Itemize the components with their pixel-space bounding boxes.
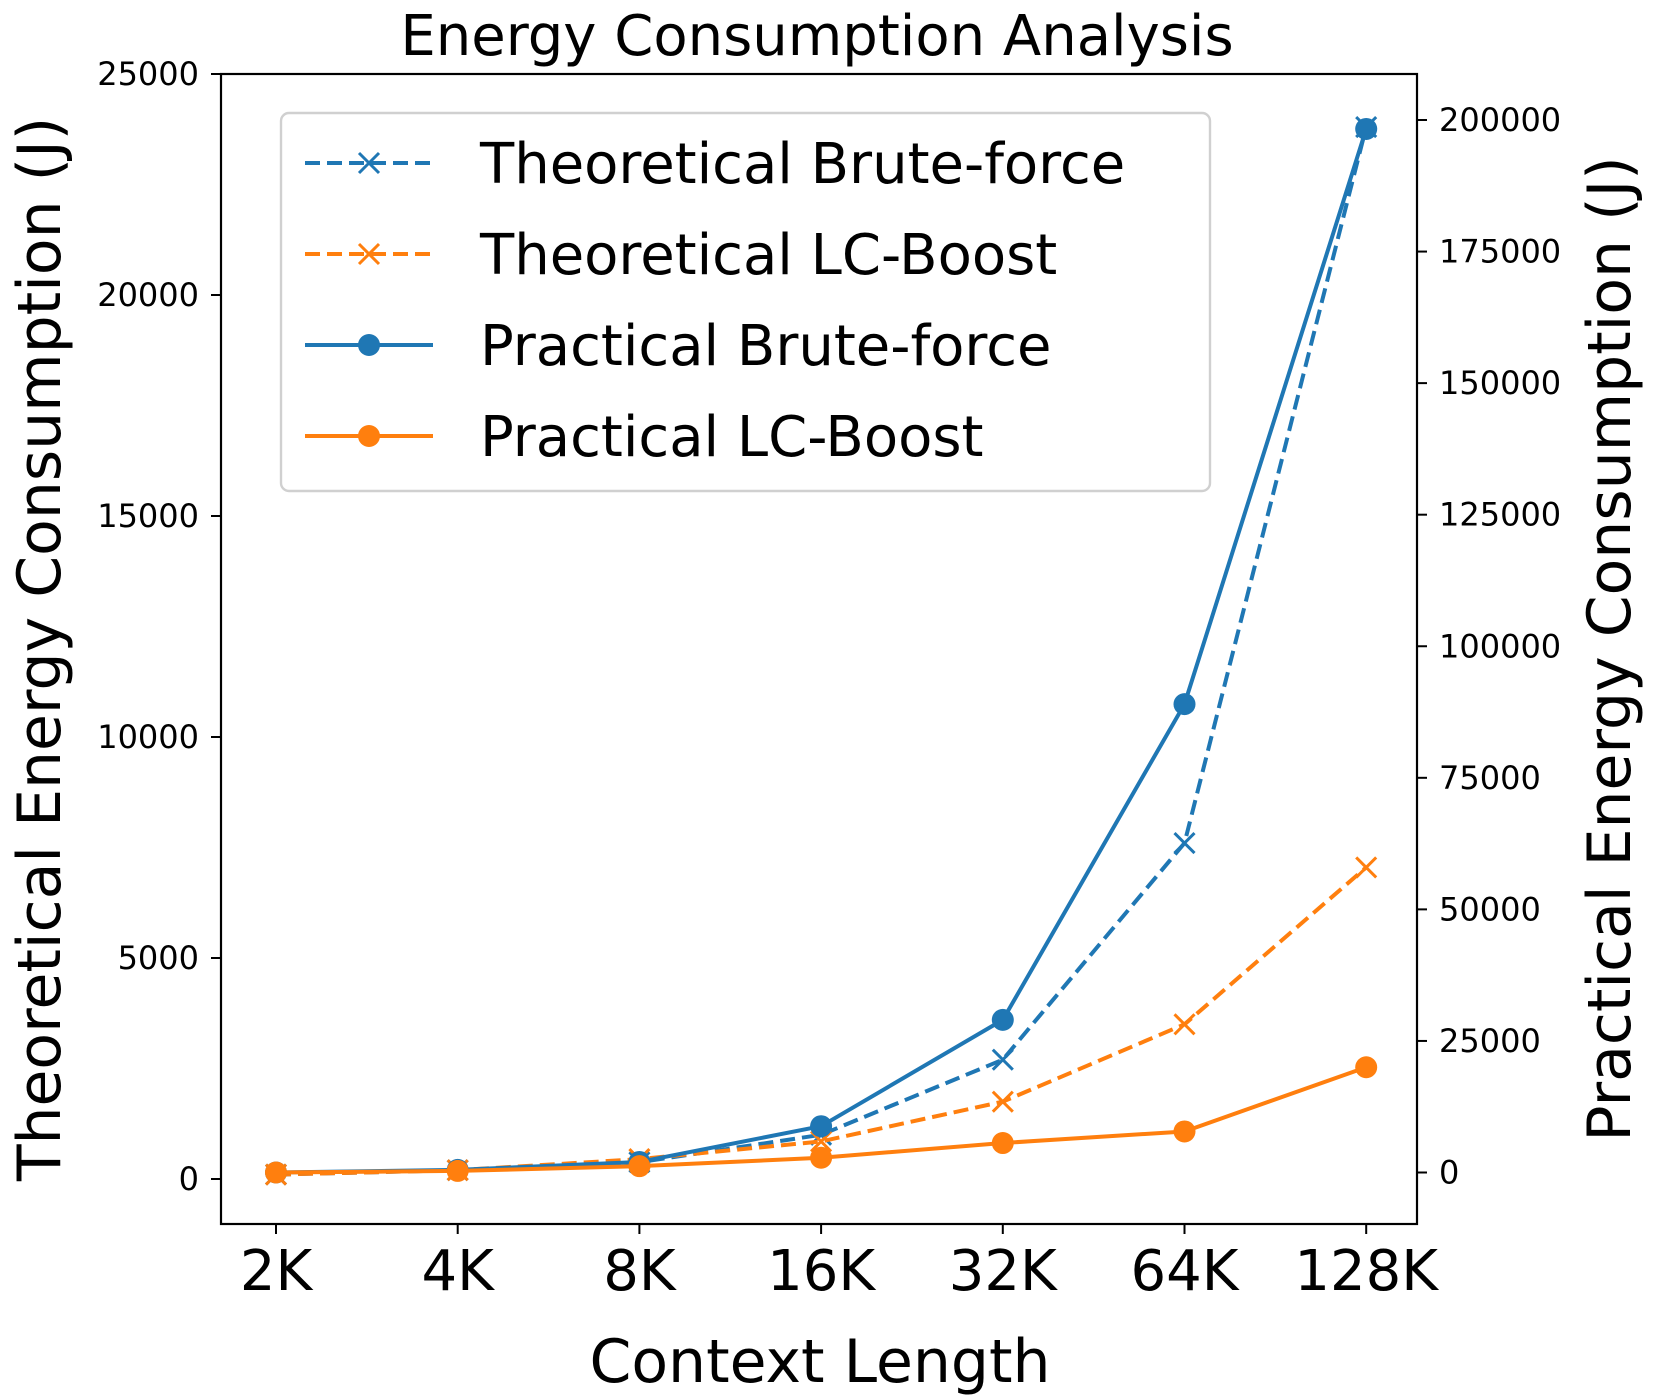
data-point: [446, 1159, 469, 1182]
x-tick-label: 2K: [240, 1239, 314, 1304]
data-point: [991, 1048, 1014, 1071]
legend-entry: Practical LC-Boost: [305, 405, 983, 470]
right-tick-label: 0: [1439, 1154, 1459, 1192]
right-tick-label: 175000: [1439, 233, 1561, 271]
x-tick-label: 64K: [1131, 1239, 1240, 1304]
data-point: [810, 1146, 833, 1169]
x-axis-label: Context Length: [589, 1327, 1050, 1397]
data-point: [810, 1115, 833, 1138]
legend-label: Practical Brute-force: [480, 314, 1051, 379]
right-tick-label: 100000: [1439, 627, 1561, 665]
data-point: [357, 242, 381, 266]
data-point: [1173, 693, 1196, 716]
data-point: [357, 151, 381, 175]
x-tick-label: 4K: [422, 1239, 496, 1304]
plot-frame: [219, 72, 1419, 1226]
legend-entry: Theoretical LC-Boost: [305, 223, 1057, 288]
x-tick-label: 128K: [1294, 1239, 1439, 1304]
data-point: [991, 1090, 1014, 1113]
data-point: [358, 425, 380, 447]
x-axis-ticks: 2K 4K 8K 16K 32K 64K 128K: [240, 1224, 1439, 1304]
legend-label: Practical LC-Boost: [480, 405, 983, 470]
legend: Theoretical Brute-force Theoretical LC-Bo…: [279, 111, 1212, 493]
data-point: [1355, 856, 1378, 879]
data-point: [1173, 1013, 1196, 1036]
data-point: [358, 334, 380, 356]
left-tick-label: 20000: [97, 276, 199, 314]
series-practical-lc-boost: [265, 1056, 1378, 1184]
legend-entry: Theoretical Brute-force: [305, 132, 1125, 197]
legend-label: Theoretical LC-Boost: [479, 223, 1057, 288]
right-tick-label: 150000: [1439, 364, 1561, 402]
left-tick-label: 10000: [97, 718, 199, 756]
x-tick-label: 32K: [949, 1239, 1058, 1304]
chart-title: Energy Consumption Analysis: [400, 4, 1233, 69]
series-layer: [264, 115, 1378, 1186]
right-tick-label: 200000: [1439, 101, 1561, 139]
right-tick-label: 75000: [1439, 759, 1541, 797]
data-point: [1173, 832, 1196, 855]
left-tick-label: 0: [179, 1160, 199, 1198]
data-point: [1355, 1056, 1378, 1079]
data-point: [991, 1008, 1014, 1031]
data-point: [991, 1132, 1014, 1155]
data-point: [1173, 1120, 1196, 1143]
data-point: [628, 1155, 651, 1178]
right-tick-label: 50000: [1439, 890, 1541, 928]
legend-box: [279, 111, 1212, 493]
right-tick-label: 125000: [1439, 496, 1561, 534]
x-tick-label: 16K: [767, 1239, 876, 1304]
right-axis-label: Practical Energy Consumption (J): [1575, 156, 1645, 1141]
left-tick-label: 15000: [97, 497, 199, 535]
right-axis-ticks: 0 25000 50000 75000 100000 125000 150000 175000…: [1417, 101, 1561, 1192]
legend-label: Theoretical Brute-force: [479, 132, 1125, 197]
right-tick-label: 25000: [1439, 1022, 1541, 1060]
left-axis-ticks: 0 5000 10000 15000 20000 25000: [97, 55, 221, 1198]
data-point: [265, 1161, 287, 1184]
left-tick-label: 25000: [97, 55, 199, 93]
left-tick-label: 5000: [118, 939, 199, 977]
legend-entry: Practical Brute-force: [305, 314, 1051, 379]
x-tick-label: 8K: [603, 1239, 677, 1304]
left-axis-label: Theoretical Energy Consumption (J): [5, 117, 75, 1182]
data-point: [1355, 117, 1378, 140]
